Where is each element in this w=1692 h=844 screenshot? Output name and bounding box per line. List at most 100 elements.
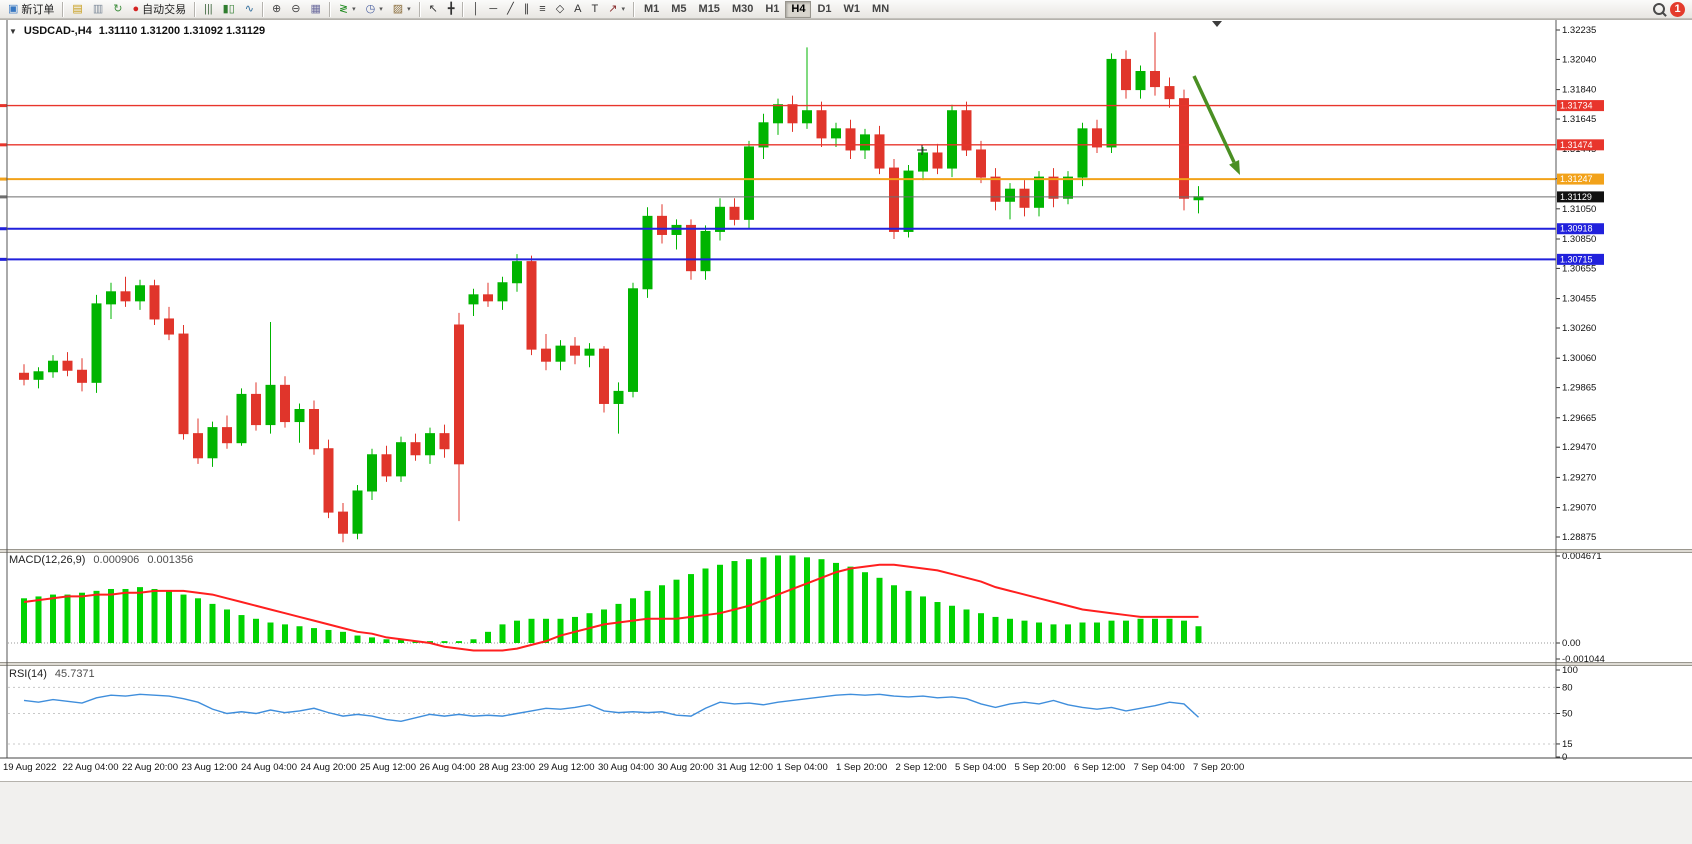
timeframe-h4-button[interactable]: H4	[785, 0, 812, 18]
arrows-button[interactable]: ↗ ▾	[603, 1, 630, 18]
timeframe-m1-button[interactable]: M1	[638, 1, 665, 18]
bottom-strip	[0, 782, 1692, 844]
svg-text:1.30060: 1.30060	[1562, 353, 1596, 364]
svg-text:1 Sep 20:00: 1 Sep 20:00	[836, 762, 887, 773]
time-axis[interactable]: 19 Aug 2022 22 Aug 04:00 22 Aug 20:00 23 Au…	[3, 762, 1244, 773]
hline-1.31129[interactable]: 1.31129	[0, 191, 1604, 203]
new-order-button-label: 新订单	[21, 4, 55, 16]
indicators-button[interactable]: ≷ ▾	[334, 1, 361, 18]
svg-text:28 Aug 23:00: 28 Aug 23:00	[479, 762, 535, 773]
svg-text:5 Sep 20:00: 5 Sep 20:00	[1015, 762, 1066, 773]
crosshair-button[interactable]: ╋	[443, 1, 460, 18]
periods-button[interactable]: ◷ ▾	[361, 1, 388, 18]
autotrade-icon: ●	[132, 2, 140, 15]
svg-text:1.30715: 1.30715	[1560, 254, 1593, 264]
svg-text:2 Sep 12:00: 2 Sep 12:00	[896, 762, 947, 773]
cursor-icon: ↖	[428, 2, 438, 15]
timeframe-mn-button-label: MN	[872, 3, 890, 15]
bar-shift-marker[interactable]	[1212, 21, 1222, 27]
bar-chart-button[interactable]: |||	[199, 1, 218, 18]
svg-text:1.29665: 1.29665	[1562, 413, 1596, 424]
channel-button[interactable]: ∥	[519, 1, 535, 18]
text-button[interactable]: A	[569, 1, 586, 18]
toolbar-separator	[62, 1, 65, 17]
macd-value-signal: 0.001356	[147, 554, 194, 566]
timeframe-w1-button[interactable]: W1	[838, 1, 867, 18]
arrows-icon: ↗	[608, 2, 618, 15]
dropdown-caret-icon: ▾	[407, 6, 411, 13]
macd-name: MACD(12,26,9)	[9, 554, 86, 566]
hline-1.31734[interactable]: 1.31734	[0, 100, 1604, 112]
zoom-in-icon: ⊕	[272, 2, 282, 15]
hline-1.30715[interactable]: 1.30715	[0, 253, 1604, 265]
tile-windows-button[interactable]: ▦	[305, 1, 325, 18]
svg-text:15: 15	[1562, 739, 1573, 750]
svg-text:1.30655: 1.30655	[1562, 263, 1596, 274]
dropdown-caret-icon: ▾	[352, 6, 356, 13]
candlestick-icon: ▮▯	[222, 2, 235, 15]
rsi-line	[23, 693, 1199, 723]
svg-text:5 Sep 04:00: 5 Sep 04:00	[955, 762, 1006, 773]
svg-text:1.29270: 1.29270	[1562, 472, 1596, 483]
shapes-button[interactable]: ◇	[551, 1, 569, 18]
templates-button[interactable]: ▨ ▾	[388, 1, 416, 18]
trend-arrow-annotation[interactable]	[1192, 75, 1240, 175]
timeframe-m5-button[interactable]: M5	[665, 1, 692, 18]
timeframe-h4-button-label: H4	[791, 3, 806, 15]
horizontal-line-button[interactable]: ─	[484, 1, 502, 18]
vertical-line-icon: │	[472, 2, 480, 15]
zoom-in-button[interactable]: ⊕	[267, 1, 286, 18]
timeframe-d1-button[interactable]: D1	[811, 1, 837, 18]
fibonacci-button[interactable]: ≡	[534, 1, 550, 18]
svg-text:1.30455: 1.30455	[1562, 294, 1596, 305]
svg-text:23 Aug 12:00: 23 Aug 12:00	[182, 762, 238, 773]
collapse-triangle-icon[interactable]: ▼	[9, 26, 17, 36]
timeframe-h1-button-label: H1	[765, 3, 780, 15]
svg-text:30 Aug 04:00: 30 Aug 04:00	[598, 762, 654, 773]
line-chart-button[interactable]: ∿	[240, 1, 259, 18]
candlestick-button[interactable]: ▮▯	[218, 1, 240, 18]
timeframe-h1-button[interactable]: H1	[759, 1, 785, 18]
panel-separator[interactable]	[0, 662, 1692, 666]
svg-text:7 Sep 04:00: 7 Sep 04:00	[1134, 762, 1185, 773]
trendline-icon: ╱	[507, 2, 514, 15]
zoom-out-icon: ⊖	[291, 2, 301, 15]
hline-1.31247[interactable]: 1.31247	[0, 173, 1604, 185]
text-label-button[interactable]: T	[587, 1, 604, 18]
vertical-line-button[interactable]: │	[467, 1, 484, 18]
svg-text:30 Aug 20:00: 30 Aug 20:00	[658, 762, 714, 773]
panel-separator[interactable]	[0, 549, 1692, 553]
timeframe-w1-button-label: W1	[843, 3, 861, 15]
autotrade-button[interactable]: ● 自动交易	[127, 1, 191, 18]
search-button[interactable]	[1648, 1, 1670, 18]
hline-1.30918[interactable]: 1.30918	[0, 223, 1604, 235]
svg-text:1.29070: 1.29070	[1562, 503, 1596, 514]
new-order-button[interactable]: ▣ 新订单	[3, 1, 59, 18]
timeframe-m15-button[interactable]: M15	[693, 1, 726, 18]
svg-text:7 Sep 20:00: 7 Sep 20:00	[1193, 762, 1244, 773]
data-window-button[interactable]: ▥	[88, 1, 108, 18]
cross-marker[interactable]	[917, 145, 927, 155]
market-watch-button[interactable]: ▤	[67, 1, 87, 18]
svg-text:1.31050: 1.31050	[1562, 204, 1596, 215]
macd-panel: 0.004671 0.00 -0.001044	[8, 551, 1605, 665]
svg-text:25 Aug 12:00: 25 Aug 12:00	[360, 762, 416, 773]
refresh-button[interactable]: ↻	[108, 1, 127, 18]
notification-badge[interactable]: 1	[1670, 1, 1685, 17]
svg-text:100: 100	[1562, 665, 1578, 676]
cursor-button[interactable]: ↖	[424, 1, 443, 18]
zoom-out-button[interactable]: ⊖	[286, 1, 305, 18]
rsi-value: 45.7371	[54, 668, 95, 680]
tile-windows-icon: ▦	[310, 2, 321, 15]
hline-1.31474[interactable]: 1.31474	[0, 139, 1604, 151]
timeframe-m30-button[interactable]: M30	[726, 1, 759, 18]
autotrade-button-label: 自动交易	[142, 4, 187, 16]
new-order-icon: ▣	[8, 2, 19, 15]
timeframe-mn-button[interactable]: MN	[866, 1, 895, 18]
svg-text:22 Aug 04:00: 22 Aug 04:00	[63, 762, 119, 773]
svg-text:24 Aug 04:00: 24 Aug 04:00	[241, 762, 297, 773]
svg-text:1.31247: 1.31247	[1560, 174, 1593, 184]
trendline-button[interactable]: ╱	[502, 1, 519, 18]
ohlc-values: 1.31110 1.31200 1.31092 1.31129	[98, 25, 266, 37]
